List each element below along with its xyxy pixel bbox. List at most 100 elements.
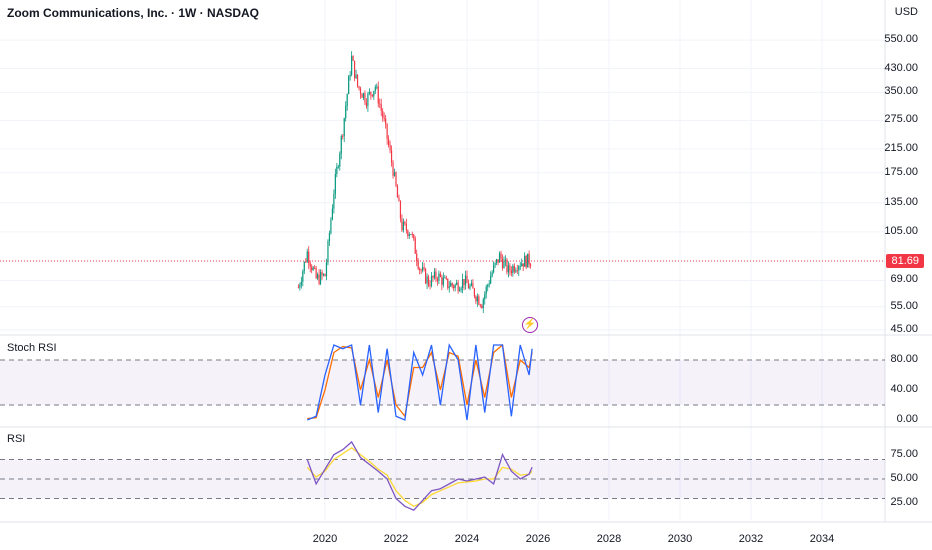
candle-body (342, 136, 344, 137)
candle-body (444, 277, 446, 279)
price-candles[interactable] (297, 51, 532, 313)
time-tick: 2032 (738, 533, 764, 545)
candle-body (377, 86, 379, 104)
candle-body (401, 218, 403, 231)
candle-body (370, 91, 372, 95)
candle-body (330, 219, 332, 234)
candle-body (509, 265, 511, 271)
candle-body (334, 173, 336, 194)
candle-body (364, 93, 366, 103)
candle-body (482, 299, 484, 309)
candle-body (516, 270, 518, 272)
price-tick: 55.00 (890, 299, 918, 312)
candle-body (339, 153, 341, 167)
candle-body (321, 271, 323, 276)
candle-body (303, 261, 305, 272)
candle-body (317, 274, 319, 279)
price-tick: 215.00 (884, 141, 918, 154)
candle-body (426, 276, 428, 284)
price-tick: 430.00 (884, 61, 918, 74)
candle-body (433, 271, 436, 278)
candle-body (459, 290, 461, 292)
candle-body (416, 253, 418, 262)
candle-body (302, 271, 304, 282)
candle-body (399, 201, 402, 219)
candle-body (506, 259, 508, 273)
candle-body (380, 104, 382, 111)
candle-body (337, 166, 339, 168)
candle-body (373, 90, 375, 97)
candle-body (359, 88, 362, 95)
indicator-tick: 75.00 (890, 447, 918, 460)
time-tick: 2020 (312, 533, 338, 545)
candle-body (349, 74, 351, 77)
candle-body (365, 102, 368, 107)
candle-body (314, 267, 316, 269)
candle-body (451, 283, 453, 286)
candle-body (427, 276, 430, 286)
rsi-pane[interactable] (0, 440, 885, 511)
candle-body (343, 118, 345, 137)
candle-body (439, 273, 441, 277)
candle-body (379, 103, 381, 105)
candle-body (442, 277, 444, 285)
pane-separators (0, 0, 932, 523)
candle-body (522, 263, 524, 267)
price-tick: 550.00 (884, 33, 918, 46)
candle-body (358, 86, 360, 89)
candle-body (392, 162, 394, 176)
candle-body (470, 283, 473, 286)
candle-body (376, 86, 378, 88)
candle-body (525, 255, 527, 268)
candle-body (445, 277, 447, 279)
indicator-tick: 50.00 (890, 472, 918, 484)
candle-body (386, 123, 388, 139)
candle-body (473, 288, 475, 297)
candle-body (419, 268, 421, 270)
candle-body (315, 267, 317, 279)
time-tick: 2022 (383, 533, 409, 545)
candle-body (485, 286, 487, 295)
candle-body (322, 274, 325, 276)
candle-body (432, 276, 434, 278)
candle-body (404, 221, 406, 224)
candle-body (319, 271, 322, 284)
candle-body (527, 253, 529, 268)
candle-body (503, 260, 505, 269)
candle-body (528, 253, 530, 265)
candle-body (352, 56, 354, 61)
indicator-line (306, 440, 533, 511)
candle-body (398, 197, 400, 202)
candle-body (515, 270, 517, 272)
candle-body (448, 286, 450, 288)
candle-body (388, 138, 390, 146)
stoch-rsi-pane[interactable] (0, 343, 885, 421)
candle-body (318, 274, 320, 284)
candle-body (461, 279, 464, 289)
candle-body (436, 278, 439, 281)
candle-body (469, 285, 471, 289)
candle-body (456, 282, 458, 285)
candle-body (430, 276, 433, 286)
rsi-label[interactable]: RSI (7, 433, 26, 445)
candle-body (453, 285, 455, 289)
time-tick: 2030 (667, 533, 693, 545)
indicator-line (306, 447, 533, 508)
price-tick: 69.00 (890, 273, 918, 286)
candle-body (362, 93, 365, 98)
candle-body (504, 259, 507, 261)
candle-body (475, 296, 477, 302)
flash-icon[interactable]: ⚡ (522, 317, 538, 333)
candle-body (356, 74, 359, 87)
candle-body (464, 275, 467, 286)
stoch-rsi-label[interactable]: Stoch RSI (7, 342, 57, 354)
indicator-tick: 0.00 (896, 413, 918, 425)
candle-body (333, 193, 335, 209)
candle-body (345, 106, 347, 119)
candle-body (348, 76, 350, 95)
candle-body (454, 284, 456, 289)
candle-body (408, 234, 410, 236)
candle-body (476, 296, 478, 302)
time-tick: 2024 (454, 533, 480, 545)
